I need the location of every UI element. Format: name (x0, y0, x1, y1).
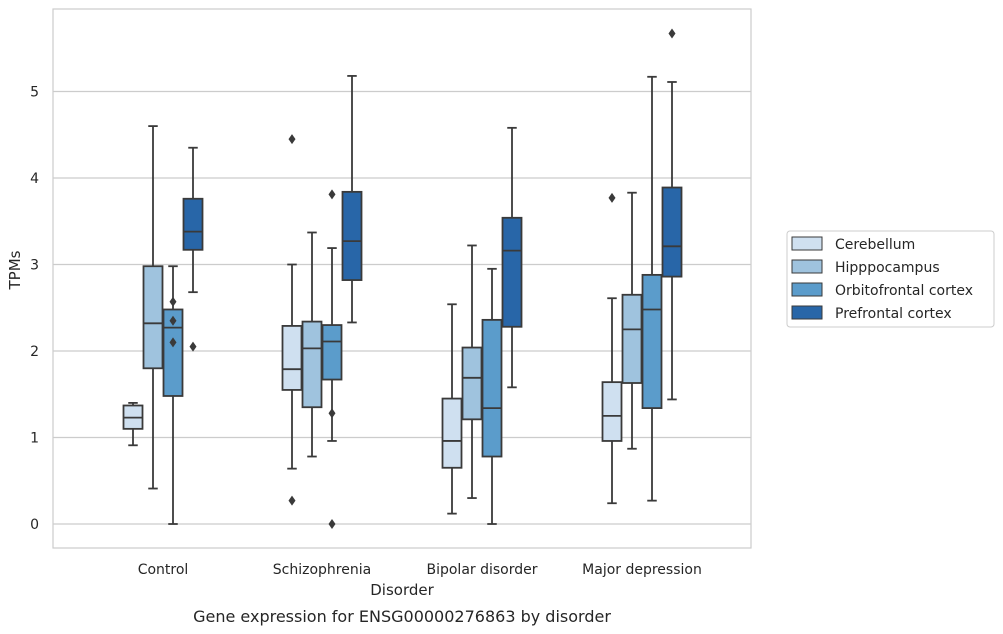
y-tick-label: 2 (30, 344, 39, 360)
legend-label: Cerebellum (835, 237, 915, 253)
box-3-3 (661, 28, 683, 401)
iqr-box (501, 216, 523, 328)
legend-label: Orbitofrontal cortex (835, 283, 973, 299)
legend: Cerebellum Hipppocampus Orbitofrontal cort… (786, 230, 995, 328)
box-2-3 (641, 75, 663, 502)
outlier-point (328, 408, 336, 419)
legend-label: Prefrontal cortex (835, 306, 952, 322)
iqr-box (142, 265, 164, 370)
chart-caption: Gene expression for ENSG00000276863 by d… (193, 607, 611, 626)
y-tick-label: 4 (30, 171, 39, 187)
iqr-box (182, 197, 204, 251)
outlier-point (189, 341, 197, 352)
y-tick-label: 3 (30, 258, 39, 274)
legend-swatch (791, 236, 823, 251)
legend-label: Hipppocampus (835, 260, 940, 276)
box-0-0 (122, 401, 144, 447)
iqr-box (661, 186, 683, 278)
x-tick-label: Major depression (582, 562, 702, 578)
outlier-point (288, 134, 296, 145)
iqr-box (321, 324, 343, 381)
box-2-1 (321, 189, 343, 529)
y-tick-label: 5 (30, 85, 39, 101)
box-2-0 (162, 265, 184, 525)
outlier-point (328, 189, 336, 200)
iqr-box (641, 273, 663, 409)
outlier-point (169, 337, 177, 348)
x-tick-label: Schizophrenia (273, 562, 371, 578)
outlier-point (668, 28, 676, 39)
legend-swatch (791, 282, 823, 297)
box-1-0 (142, 125, 164, 490)
iqr-box (601, 381, 623, 442)
legend-swatch (791, 305, 823, 320)
box-plot-area (122, 28, 683, 529)
outlier-point (328, 519, 336, 529)
box-0-3 (601, 192, 623, 505)
x-tick-label: Bipolar disorder (426, 562, 537, 578)
legend-swatch (791, 259, 823, 274)
box-0-2 (441, 303, 463, 515)
x-axis-ticks: Control Schizophrenia Bipolar disorder Majo… (138, 562, 702, 578)
box-0-1 (281, 134, 303, 506)
box-2-2 (481, 267, 503, 525)
plot-frame (52, 8, 752, 549)
iqr-box (441, 397, 463, 469)
box-3-2 (501, 126, 523, 389)
iqr-box (341, 190, 363, 281)
iqr-box (162, 308, 184, 397)
box-1-1 (301, 231, 323, 458)
iqr-box (481, 318, 503, 458)
box-3-0 (182, 146, 204, 352)
y-tick-label: 1 (30, 431, 39, 447)
outlier-point (169, 315, 177, 326)
outlier-point (169, 296, 177, 307)
y-axis-ticks: 0 1 2 3 4 5 (30, 85, 39, 534)
legend-frame (786, 230, 995, 328)
box-1-2 (461, 244, 483, 499)
iqr-box (461, 346, 483, 421)
box-3-1 (341, 75, 363, 324)
iqr-box (301, 320, 323, 409)
x-axis-title: Disorder (370, 581, 434, 599)
iqr-box (281, 325, 303, 391)
outlier-point (288, 495, 296, 506)
y-axis-title: TPMs (6, 250, 24, 290)
x-tick-label: Control (138, 562, 189, 578)
outlier-point (608, 192, 616, 203)
box-1-3 (621, 191, 643, 450)
y-tick-label: 0 (30, 517, 39, 533)
iqr-box (621, 293, 643, 384)
